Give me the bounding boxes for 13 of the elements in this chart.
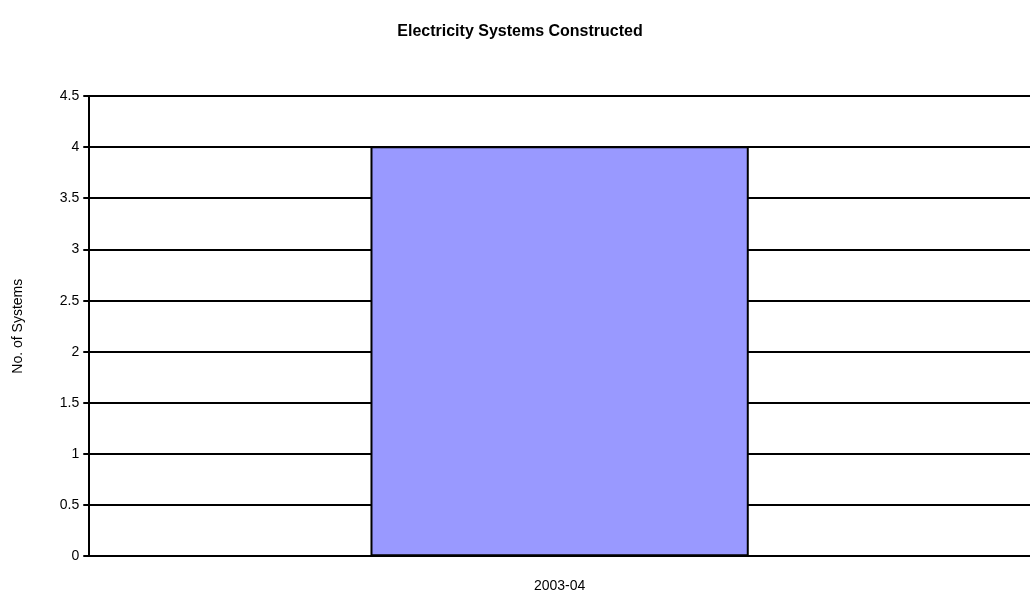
y-tick-label: 0.5 [59, 495, 80, 512]
y-axis-title: No. of Systems [9, 278, 26, 374]
x-tick-label: 2003-04 [533, 577, 586, 594]
y-tick-label: 4.5 [59, 87, 80, 104]
chart-title: Electricity Systems Constructed [397, 22, 643, 40]
y-tick-label: 3.5 [59, 189, 80, 206]
y-tick-label: 1.5 [59, 393, 80, 410]
y-tick-label: 1 [71, 444, 80, 461]
y-tick-label: 3 [71, 240, 80, 257]
y-tick-label: 2 [71, 342, 80, 359]
y-tick-label: 0 [71, 547, 80, 564]
y-tick-label: 4 [71, 138, 80, 155]
y-tick-label: 2.5 [59, 291, 80, 308]
